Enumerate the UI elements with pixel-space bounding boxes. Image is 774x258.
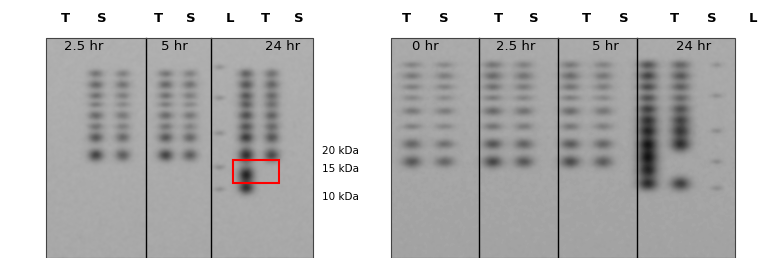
- Text: L: L: [225, 12, 234, 25]
- Text: S: S: [294, 12, 304, 25]
- Text: 2.5 hr: 2.5 hr: [64, 40, 104, 53]
- Text: 15 kDa: 15 kDa: [322, 164, 359, 174]
- Bar: [46, 38, 313, 258]
- Bar: [391, 38, 735, 258]
- Text: 10 kDa: 10 kDa: [322, 192, 359, 202]
- Text: 2.5 hr: 2.5 hr: [496, 40, 536, 53]
- Text: T: T: [402, 12, 411, 25]
- Text: T: T: [582, 12, 591, 25]
- Text: 5 hr: 5 hr: [161, 40, 188, 53]
- Text: S: S: [439, 12, 448, 25]
- Text: T: T: [670, 12, 679, 25]
- Text: 20 kDa: 20 kDa: [322, 146, 359, 156]
- Text: T: T: [61, 12, 70, 25]
- Text: S: S: [529, 12, 539, 25]
- Bar: [233, 160, 279, 183]
- Text: 5 hr: 5 hr: [592, 40, 618, 53]
- Text: T: T: [154, 12, 163, 25]
- Text: S: S: [707, 12, 716, 25]
- Text: 0 hr: 0 hr: [412, 40, 439, 53]
- Text: S: S: [186, 12, 195, 25]
- Text: S: S: [618, 12, 628, 25]
- Text: 24 hr: 24 hr: [265, 40, 300, 53]
- Text: L: L: [748, 12, 757, 25]
- Text: T: T: [261, 12, 270, 25]
- Text: 24 hr: 24 hr: [676, 40, 711, 53]
- Text: S: S: [97, 12, 106, 25]
- Text: T: T: [494, 12, 503, 25]
